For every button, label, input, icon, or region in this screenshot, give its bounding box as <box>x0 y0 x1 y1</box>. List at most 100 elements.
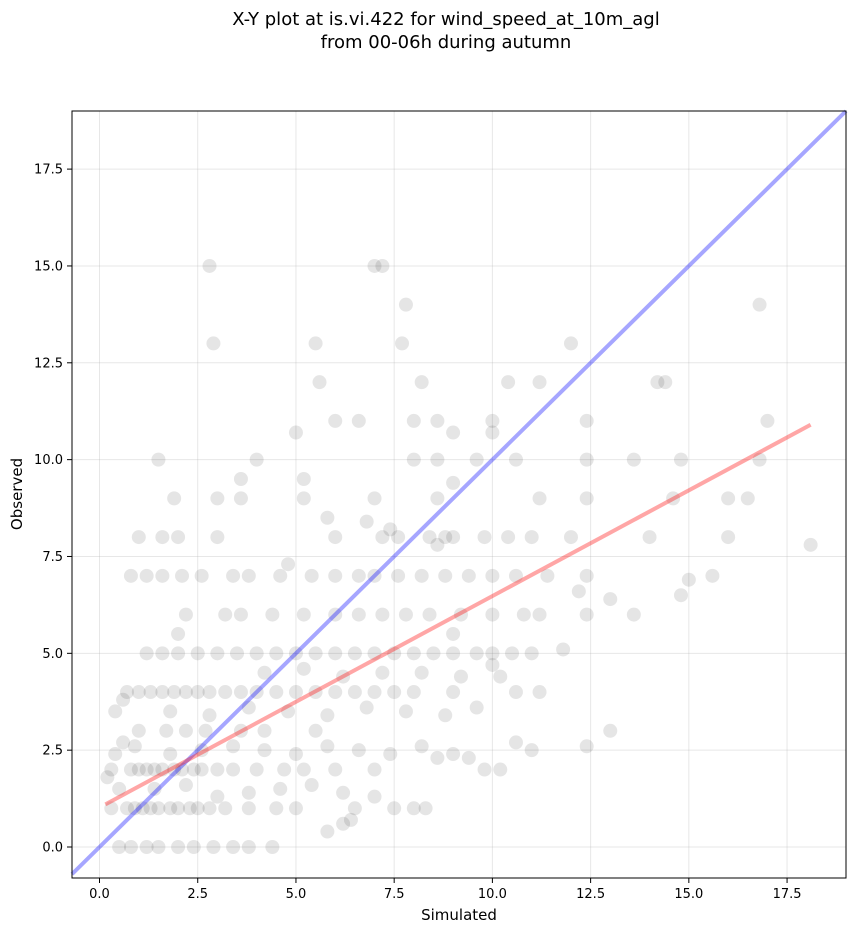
scatter-point <box>155 568 170 583</box>
scatter-point <box>194 743 209 758</box>
scatter-point <box>446 425 461 440</box>
scatter-point <box>375 530 390 545</box>
scatter-point <box>202 685 217 700</box>
scatter-point <box>175 762 190 777</box>
x-tick-label: 5.0 <box>286 887 307 902</box>
scatter-point <box>532 607 547 622</box>
grid <box>72 111 846 878</box>
scatter-point <box>351 607 366 622</box>
scatter-point <box>135 801 150 816</box>
scatter-point <box>123 568 138 583</box>
y-tick-label: 7.5 <box>42 550 63 565</box>
y-tick-label: 12.5 <box>34 356 63 371</box>
scatter-point <box>383 522 398 537</box>
scatter-point <box>398 607 413 622</box>
scatter-point <box>740 491 755 506</box>
scatter-point <box>375 665 390 680</box>
scatter-point <box>446 685 461 700</box>
scatter-point <box>155 685 170 700</box>
scatter-point <box>202 708 217 723</box>
scatter-point <box>406 646 421 661</box>
scatter-point <box>249 646 264 661</box>
scatter-point <box>127 801 142 816</box>
scatter-point <box>446 530 461 545</box>
scatter-point <box>226 840 241 855</box>
scatter-point <box>579 739 594 754</box>
plot-frame <box>71 110 847 879</box>
scatter-point <box>803 537 818 552</box>
scatter-point <box>343 812 358 827</box>
scatter-point <box>218 801 233 816</box>
scatter-point <box>351 413 366 428</box>
scatter-point <box>336 816 351 831</box>
axis-ticks: 0.0 2.5 5.0 7.5 10.0 12.5 15.0 17.5 0.0 2.5 5.0 7.5… <box>34 163 801 902</box>
scatter-point <box>532 375 547 390</box>
scatter-point <box>296 491 311 506</box>
scatter-point <box>414 665 429 680</box>
scatter-point <box>167 685 182 700</box>
scatter-point <box>147 762 162 777</box>
scatter-point <box>296 607 311 622</box>
scatter-point <box>367 789 382 804</box>
scatter-point <box>120 685 135 700</box>
scatter-point <box>398 704 413 719</box>
scatter-point <box>418 801 433 816</box>
scatter-point <box>406 801 421 816</box>
scatter-point <box>673 452 688 467</box>
scatter-point <box>579 568 594 583</box>
scatter-point <box>508 685 523 700</box>
scatter-point <box>579 413 594 428</box>
scatter-point <box>139 840 154 855</box>
scatter-point <box>308 336 323 351</box>
scatter-point <box>151 801 166 816</box>
scatter-point <box>233 491 248 506</box>
scatter-point <box>178 607 193 622</box>
scatter-point <box>681 572 696 587</box>
scatter-point <box>296 472 311 487</box>
scatter-point <box>233 472 248 487</box>
scatter-point <box>375 258 390 273</box>
scatter-point <box>171 646 186 661</box>
scatter-point <box>296 661 311 676</box>
scatter-point <box>120 801 135 816</box>
scatter-point <box>367 685 382 700</box>
y-tick-label: 17.5 <box>34 163 63 178</box>
scatter-point <box>387 801 402 816</box>
scatter-point <box>210 789 225 804</box>
scatter-point <box>391 530 406 545</box>
scatter-point <box>194 762 209 777</box>
scatter-point <box>446 626 461 641</box>
scatter-point <box>461 750 476 765</box>
scatter-point <box>190 685 205 700</box>
scatter-point <box>249 762 264 777</box>
scatter-point <box>446 747 461 762</box>
y-tick-label: 0.0 <box>42 841 63 856</box>
scatter-point <box>485 568 500 583</box>
scatter-point <box>359 700 374 715</box>
scatter-point <box>430 413 445 428</box>
scatter-point <box>304 568 319 583</box>
scatter-point <box>175 568 190 583</box>
scatter-point <box>752 452 767 467</box>
scatter-point <box>190 801 205 816</box>
scatter-point <box>218 607 233 622</box>
scatter-point <box>579 607 594 622</box>
scatter-point <box>760 413 775 428</box>
scatter-point <box>178 685 193 700</box>
scatter-point <box>265 607 280 622</box>
scatter-point <box>178 723 193 738</box>
scatter-point <box>151 452 166 467</box>
scatter-point <box>395 336 410 351</box>
scatter-point <box>288 801 303 816</box>
scatter-point <box>257 723 272 738</box>
scatter-point <box>202 258 217 273</box>
scatter-point <box>127 739 142 754</box>
scatter-point <box>155 646 170 661</box>
scatter-point <box>673 588 688 603</box>
scatter-point <box>721 491 736 506</box>
scatter-point <box>336 669 351 684</box>
scatter-point <box>446 475 461 490</box>
scatter-point <box>658 375 673 390</box>
scatter-point <box>721 530 736 545</box>
scatter-point <box>116 692 131 707</box>
